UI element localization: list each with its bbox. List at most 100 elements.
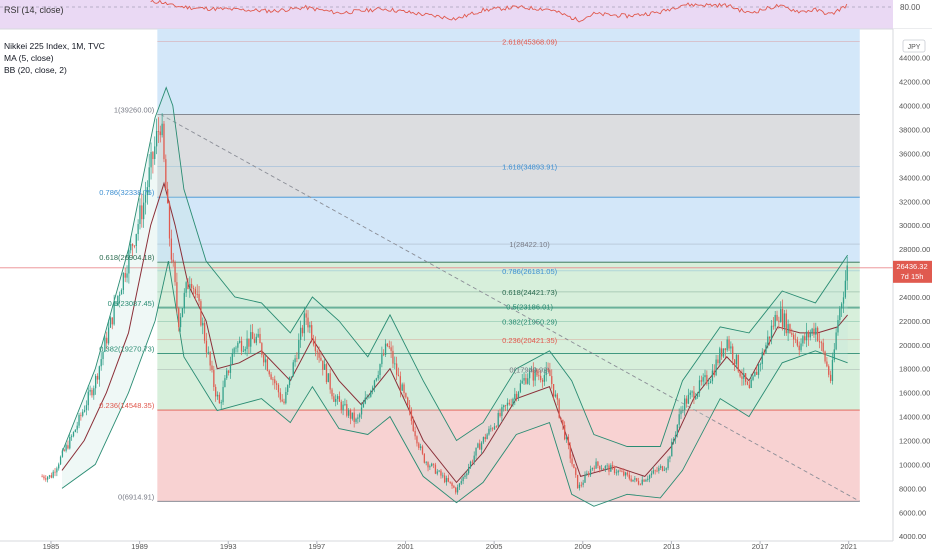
candle-body: [846, 265, 848, 281]
candle-body: [743, 373, 745, 379]
candle-body: [301, 327, 304, 334]
candle-body: [586, 473, 588, 475]
candle-body: [558, 399, 560, 418]
candle-body: [264, 359, 267, 363]
candle-body: [325, 364, 328, 383]
price-axis[interactable]: 4000.00 6000.00 8000.00 10000.00 12000.00 140…: [892, 29, 932, 541]
candle-body: [820, 342, 822, 344]
candle-body: [438, 470, 440, 472]
candle-body: [215, 386, 217, 397]
candle-body: [163, 123, 165, 160]
candle-body: [713, 370, 715, 376]
currency-label: JPY: [908, 44, 921, 51]
candle-body: [316, 351, 318, 353]
candle-body: [104, 337, 106, 352]
candle-body: [96, 375, 99, 380]
y-tick-label: 38000.00: [899, 125, 930, 134]
candle-body: [233, 348, 235, 353]
fib-left-label: 0.236(14548.35): [99, 401, 155, 410]
candle-body: [490, 428, 492, 430]
candle-body: [453, 485, 455, 488]
candle-body: [72, 432, 75, 437]
candle-body: [366, 397, 368, 398]
candle-body: [181, 308, 184, 317]
candle-body: [580, 484, 582, 486]
bb-upper-band: [61, 86, 848, 453]
y-tick-label: 28000.00: [899, 245, 930, 254]
candle-body: [139, 205, 141, 225]
candle-body: [791, 333, 793, 335]
candle-body: [624, 472, 627, 476]
candle-body: [305, 313, 307, 318]
candle-body: [54, 471, 56, 473]
y-tick-label: 40000.00: [899, 102, 930, 111]
candle-body: [338, 396, 341, 402]
candle-body: [588, 473, 590, 476]
candle-body: [637, 480, 640, 485]
candle-body: [479, 443, 481, 450]
y-tick-label: 12000.00: [899, 437, 930, 446]
y-tick-label: 20000.00: [899, 341, 930, 350]
candle-body: [368, 396, 370, 398]
current-price-tag: [893, 260, 932, 283]
candle-body: [420, 446, 422, 448]
candle-body: [320, 357, 322, 361]
candle-body: [403, 384, 405, 394]
candle-body: [650, 473, 653, 476]
candle-body: [750, 379, 752, 388]
fib-right-label: 0.618(24421.73): [502, 288, 558, 297]
candle-body: [135, 234, 137, 246]
candle-body: [711, 370, 714, 382]
candle-body: [322, 360, 324, 370]
candle-body: [693, 391, 695, 400]
candle-body: [665, 468, 667, 470]
candle-body: [85, 405, 88, 410]
rsi-level-label: 80.00: [900, 3, 921, 12]
candle-body: [185, 282, 187, 293]
candle-body: [599, 465, 601, 470]
candle-body: [757, 364, 760, 375]
candle-body: [229, 364, 232, 373]
candle-body: [384, 343, 387, 355]
candle-body: [102, 351, 104, 360]
candle-body: [183, 292, 185, 309]
bar-countdown: 7d 15h: [901, 272, 924, 281]
candle-body: [639, 484, 642, 486]
candle-body: [122, 273, 124, 291]
candle-body: [263, 354, 265, 363]
candle-body: [113, 303, 115, 325]
candle-body: [724, 348, 726, 351]
candle-body: [560, 417, 562, 420]
candle-body: [684, 398, 686, 411]
candle-body: [818, 340, 821, 343]
candle-body: [59, 456, 62, 465]
candle-body: [63, 450, 65, 452]
candle-body: [107, 327, 110, 344]
candle-body: [643, 479, 645, 482]
candle-body: [632, 479, 634, 482]
fib-right-label: 1.618(34893.91): [502, 163, 558, 172]
candle-body: [126, 273, 128, 278]
candle-body: [41, 476, 43, 478]
candle-body: [131, 244, 134, 246]
candle-body: [52, 471, 54, 478]
candle-body: [458, 483, 461, 488]
fib-left-label: 0(6914.91): [118, 492, 155, 501]
x-tick-label: 2009: [574, 542, 591, 550]
candle-body: [839, 308, 841, 321]
candle-body: [292, 362, 294, 377]
candle-body: [203, 322, 206, 341]
time-axis[interactable]: 1985 1989 1993 1997 2001 2005 2009 2013 2017 2021: [0, 540, 893, 550]
candle-body: [449, 481, 451, 483]
candle-body: [148, 167, 150, 188]
candle-body: [789, 324, 791, 334]
candle-body: [279, 392, 281, 400]
candle-body: [425, 462, 427, 464]
candle-body: [266, 359, 269, 371]
candle-body: [468, 467, 470, 474]
currency-badge[interactable]: [902, 39, 926, 53]
candle-body: [346, 404, 348, 416]
candle-body: [198, 294, 200, 302]
candle-body: [591, 467, 594, 470]
